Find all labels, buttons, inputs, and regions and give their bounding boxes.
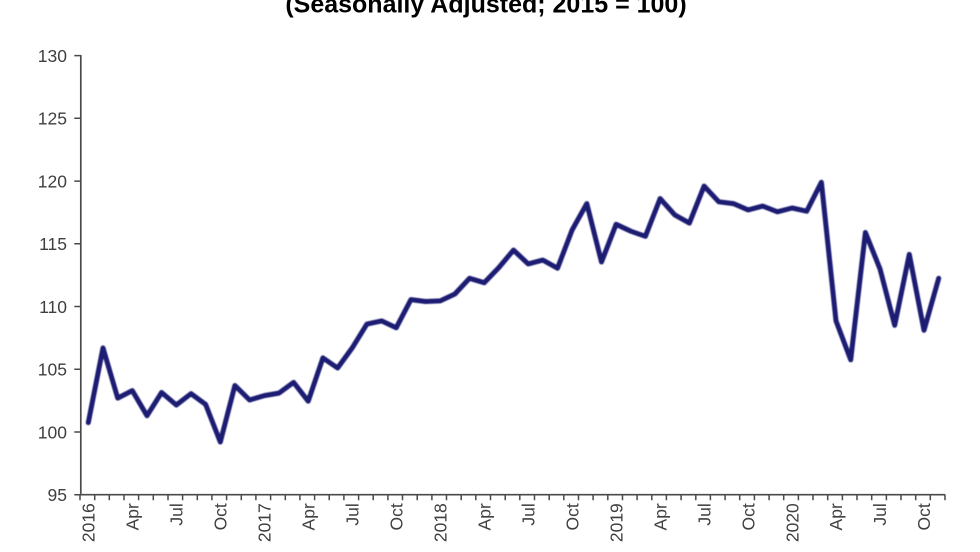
svg-text:Jul: Jul	[694, 503, 714, 525]
svg-text:120: 120	[38, 171, 67, 191]
svg-text:125: 125	[38, 109, 67, 129]
svg-text:105: 105	[38, 360, 67, 380]
svg-text:Apr: Apr	[650, 503, 670, 530]
svg-text:2018: 2018	[430, 503, 450, 542]
svg-text:2020: 2020	[782, 503, 802, 542]
svg-text:Jul: Jul	[342, 503, 362, 525]
svg-text:(Seasonally Adjusted; 2015 = 1: (Seasonally Adjusted; 2015 = 100)	[285, 0, 686, 19]
svg-text:115: 115	[39, 234, 67, 254]
svg-text:Jul: Jul	[518, 503, 538, 525]
svg-text:Jul: Jul	[870, 503, 890, 525]
svg-text:Apr: Apr	[123, 503, 143, 530]
svg-text:Apr: Apr	[826, 503, 846, 530]
svg-text:110: 110	[39, 297, 67, 317]
svg-text:Oct: Oct	[914, 503, 934, 530]
svg-text:2017: 2017	[255, 503, 275, 542]
svg-text:Apr: Apr	[474, 503, 494, 530]
svg-text:Jul: Jul	[167, 503, 187, 525]
svg-text:Oct: Oct	[562, 503, 582, 530]
svg-text:95: 95	[48, 485, 67, 505]
svg-text:Oct: Oct	[386, 503, 406, 530]
svg-text:Apr: Apr	[298, 503, 318, 530]
svg-text:2016: 2016	[79, 503, 99, 542]
svg-text:130: 130	[38, 46, 67, 66]
svg-text:100: 100	[38, 422, 67, 442]
svg-text:Oct: Oct	[211, 503, 231, 530]
svg-text:Oct: Oct	[738, 503, 758, 530]
svg-text:2019: 2019	[606, 503, 626, 542]
